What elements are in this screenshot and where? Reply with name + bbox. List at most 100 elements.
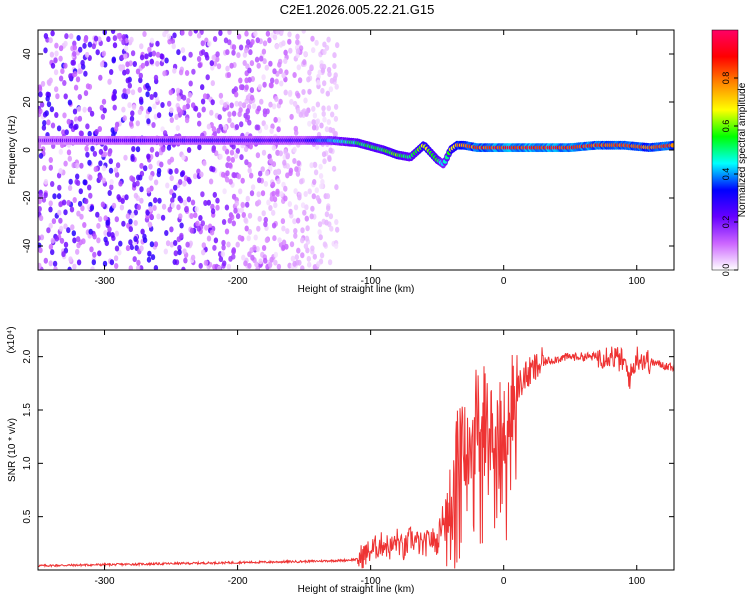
spectrogram-noise-cell [210,80,215,87]
spectrogram-noise-cell [196,112,202,119]
spectrogram-noise-cell [322,49,327,55]
spectrogram-noise-cell [129,36,134,43]
spectrogram-noise-cell [197,120,202,127]
spectrogram-noise-cell [289,98,294,105]
spectrogram-noise-cell [46,101,52,108]
spectrogram-noise-cell [292,72,297,78]
spectrogram-noise-cell [273,116,278,123]
spectrogram-noise-cell [328,213,334,220]
spectrogram-noise-cell [42,120,47,126]
spectrogram-noise-cell [324,211,330,218]
spectrogram-noise-cell [84,145,89,152]
spectrogram-noise-cell [318,234,323,241]
spectrogram-noise-cell [95,49,100,56]
spectrogram-noise-cell [72,197,77,203]
spectrogram-noise-cell [226,155,231,162]
spectrogram-y-ticks: -40 -20 0 20 40 [22,48,674,253]
spectrogram-noise-cell [279,30,284,34]
spectrogram-noise-cell [64,129,69,136]
spectrogram-noise-cell [292,146,297,153]
colorbar-tick-label: 0.6 [721,120,731,133]
spectrogram-noise-cell [56,172,62,179]
spectrogram-noise-cell [165,182,170,189]
spectrogram-noise-cell [275,149,280,156]
spectrogram-noise-cell [293,188,298,195]
spectrogram-noise-cell [145,209,150,216]
spectrogram-noise-cell [161,146,166,153]
spectrogram-noise-cell [213,237,219,244]
spectrogram-noise-cell [240,177,245,184]
spectrogram-x-ticks: -300 -200 -100 0 100 [95,30,646,287]
spectrogram-noise-cell [200,220,205,227]
spectrogram-noise-cell [315,195,320,201]
spectrogram-noise-cell [77,94,83,100]
spectrogram-noise-cell [300,227,305,234]
spectrogram-noise-cell [254,261,259,268]
spectrogram-noise-cell [62,80,67,86]
spectrogram-noise-cell [305,225,310,232]
spectrogram-noise-cell [112,42,118,49]
spectrogram-noise-cell [71,230,77,237]
spectrogram-noise-cell [140,62,146,69]
spectrogram-noise-cell [303,191,308,197]
spectrogram-noise-cell [139,43,144,50]
spectrogram-noise-cell [160,102,165,108]
spectrogram-noise-cell [45,91,50,98]
spectrogram-noise-cell [228,162,233,169]
spectrogram-noise-cell [205,54,210,61]
spectrogram-noise-cell [121,93,126,99]
spectrogram-noise-cell [250,184,256,191]
spectrogram-noise-cell [327,156,332,162]
spectrogram-noise-cell [332,131,338,138]
spectrogram-noise-cell [97,126,103,132]
spectrogram-noise-cell [144,60,149,67]
spectrogram-ridge-cell [670,143,674,148]
spectrogram-noise-cell [257,215,262,222]
spectrogram-noise-cell [172,67,177,74]
x-tick-label: 100 [628,576,645,587]
spectrogram-noise-cell [148,174,153,181]
spectrogram-noise-cell [271,144,277,151]
spectrogram-noise-cell [110,30,116,34]
spectrogram-noise-cell [50,237,55,244]
spectrogram-noise-cell [113,167,119,174]
spectrogram-noise-cell [42,165,47,172]
spectrogram-noise-cell [82,222,87,228]
spectrogram-noise-cell [94,129,99,135]
spectrogram-noise-cell [193,30,198,34]
spectrogram-noise-cell [294,254,299,261]
spectrogram-noise-cell [153,241,159,248]
spectrogram-noise-cell [90,266,95,270]
spectrogram-noise-cell [58,201,63,208]
x-tick-label: -300 [95,276,115,287]
spectrogram-noise-cell [50,30,55,37]
spectrogram-noise-cell [92,251,97,258]
spectrogram-noise-cell [218,92,224,99]
spectrogram-noise-cell [334,184,339,191]
spectrogram-noise-cell [177,244,182,251]
spectrogram-noise-cell [278,98,283,105]
spectrogram-noise-cell [62,112,67,119]
spectrogram-noise-cell [147,221,152,228]
spectrogram-noise-cell [82,179,87,186]
spectrogram-noise-cell [182,55,187,62]
spectrogram-noise-cell [145,91,150,98]
spectrogram-noise-cell [98,174,103,181]
spectrogram-noise-cell [57,209,62,216]
spectrogram-noise-cell [88,228,93,235]
spectrogram-noise-cell [314,187,319,194]
spectrogram-noise-cell [150,254,156,261]
spectrogram-noise-cell [128,120,134,127]
spectrogram-noise-cell [156,167,162,174]
spectrogram-noise-cell [82,106,87,113]
spectrogram-noise-cell [89,246,94,253]
spectrogram-noise-cell [98,74,103,81]
spectrogram-noise-cell [276,126,281,133]
spectrogram-noise-cell [221,244,226,251]
spectrogram-noise-cell [197,144,202,151]
spectrogram-noise-cell [184,117,190,124]
spectrogram-noise-cell [241,102,247,109]
spectrogram-noise-cell [288,89,293,96]
spectrogram-noise-cell [217,265,222,270]
spectrogram-noise-cell [292,158,297,164]
